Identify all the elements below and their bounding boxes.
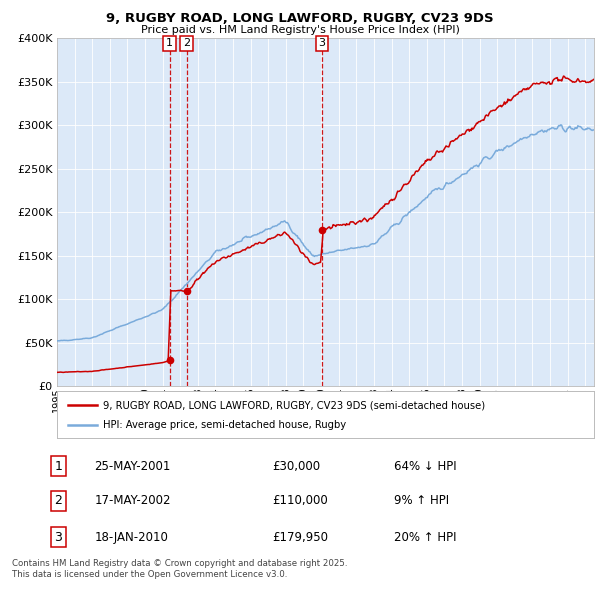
Text: 64% ↓ HPI: 64% ↓ HPI bbox=[394, 460, 457, 473]
Text: £30,000: £30,000 bbox=[272, 460, 320, 473]
Text: 1: 1 bbox=[55, 460, 62, 473]
Text: 9% ↑ HPI: 9% ↑ HPI bbox=[394, 494, 449, 507]
Text: 3: 3 bbox=[319, 38, 325, 48]
Text: 20% ↑ HPI: 20% ↑ HPI bbox=[394, 531, 457, 544]
Text: 9, RUGBY ROAD, LONG LAWFORD, RUGBY, CV23 9DS: 9, RUGBY ROAD, LONG LAWFORD, RUGBY, CV23… bbox=[106, 12, 494, 25]
Text: £179,950: £179,950 bbox=[272, 531, 328, 544]
Text: 17-MAY-2002: 17-MAY-2002 bbox=[95, 494, 171, 507]
Text: 2: 2 bbox=[183, 38, 190, 48]
Text: 25-MAY-2001: 25-MAY-2001 bbox=[95, 460, 171, 473]
Text: HPI: Average price, semi-detached house, Rugby: HPI: Average price, semi-detached house,… bbox=[103, 420, 346, 430]
Text: Price paid vs. HM Land Registry's House Price Index (HPI): Price paid vs. HM Land Registry's House … bbox=[140, 25, 460, 35]
Text: 2: 2 bbox=[55, 494, 62, 507]
Text: 3: 3 bbox=[55, 531, 62, 544]
Text: Contains HM Land Registry data © Crown copyright and database right 2025.
This d: Contains HM Land Registry data © Crown c… bbox=[12, 559, 347, 579]
Text: 9, RUGBY ROAD, LONG LAWFORD, RUGBY, CV23 9DS (semi-detached house): 9, RUGBY ROAD, LONG LAWFORD, RUGBY, CV23… bbox=[103, 401, 485, 410]
Text: £110,000: £110,000 bbox=[272, 494, 328, 507]
Text: 18-JAN-2010: 18-JAN-2010 bbox=[95, 531, 169, 544]
Text: 1: 1 bbox=[166, 38, 173, 48]
